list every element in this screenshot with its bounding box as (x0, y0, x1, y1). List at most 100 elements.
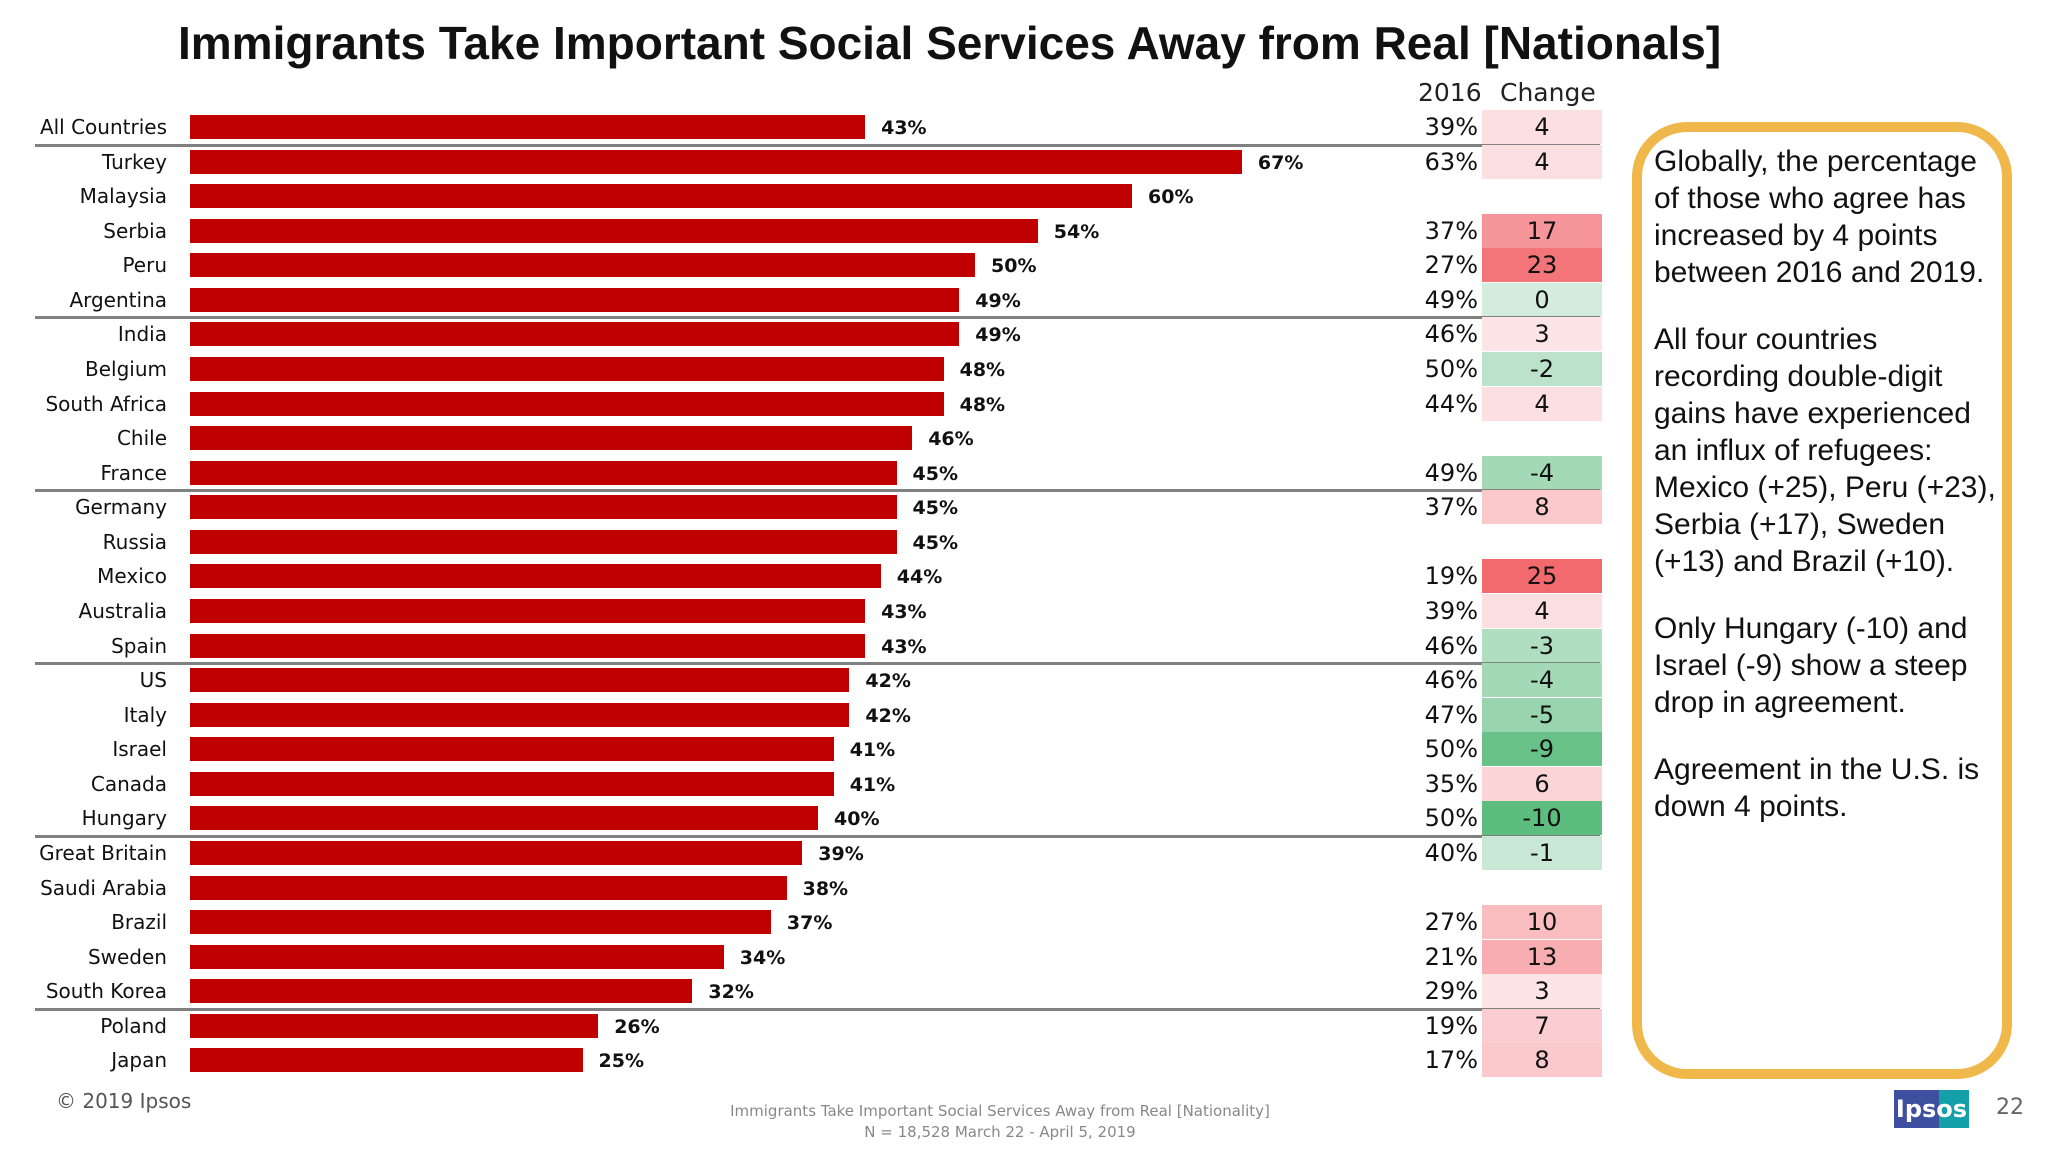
country-label: Russia (102, 529, 167, 554)
bar (190, 598, 866, 623)
bar (190, 529, 897, 554)
footer-title: Immigrants Take Important Social Service… (730, 1102, 1270, 1120)
value-2016: 49% (1424, 285, 1478, 314)
bar-value-label: 50% (991, 255, 1037, 278)
callout-paragraph: Only Hungary (-10) and Israel (-9) show … (1654, 612, 1968, 719)
bar (190, 875, 787, 900)
change-cell: -3 (1482, 628, 1602, 663)
bar-value-label: 41% (849, 739, 896, 762)
bar (190, 149, 1242, 174)
bar-value-label: 42% (865, 670, 911, 693)
country-label: Belgium (85, 356, 167, 381)
group-separator (35, 316, 1600, 320)
country-label: Poland (100, 1013, 167, 1038)
bar-value-label: 38% (802, 877, 849, 900)
bar (190, 391, 944, 416)
value-2016: 17% (1424, 1046, 1478, 1075)
table-row: Chile 46% (0, 421, 1610, 455)
bar-value-label: 49% (975, 289, 1021, 312)
table-row: South Africa 48% 44% 4 (0, 386, 1610, 421)
bar-value-label: 39% (818, 842, 864, 865)
bar (190, 840, 803, 865)
bar (190, 737, 834, 762)
table-row: France 45% 49% -4 (0, 455, 1610, 490)
callout-paragraph: All four countries recording double-digi… (1654, 323, 1996, 578)
table-row: Brazil 37% 27% 10 (0, 905, 1610, 940)
table-row: Belgium 48% 50% -2 (0, 351, 1610, 386)
country-label: Malaysia (79, 184, 167, 209)
country-label: Peru (122, 253, 167, 278)
table-row: Poland 26% 19% 7 (0, 1008, 1610, 1043)
group-separator (35, 834, 1600, 838)
bar-value-label: 45% (912, 497, 958, 520)
table-row: Australia 43% 39% 4 (0, 593, 1610, 628)
country-label: Sweden (87, 944, 167, 969)
change-cell: -9 (1482, 732, 1602, 767)
table-row: Sweden 34% 21% 13 (0, 939, 1610, 974)
change-cell: 4 (1482, 593, 1602, 628)
bar-value-label: 48% (959, 358, 1006, 381)
country-label: Italy (123, 702, 167, 727)
bar-value-label: 44% (896, 566, 943, 589)
table-row: Peru 50% 27% 23 (0, 248, 1610, 283)
table-row: Italy 42% 47% -5 (0, 697, 1610, 732)
copyright: © 2019 Ipsos (56, 1089, 192, 1113)
bar-value-label: 34% (739, 946, 786, 969)
bar (190, 218, 1038, 243)
country-label: India (117, 322, 167, 347)
country-label: Japan (111, 1048, 167, 1073)
table-row: Spain 43% 46% -3 (0, 628, 1610, 663)
bar-value-label: 42% (865, 704, 911, 727)
country-label: All Countries (39, 115, 167, 139)
table-row: Turkey 67% 63% 4 (0, 144, 1610, 179)
table-row: Canada 41% 35% 6 (0, 766, 1610, 801)
bar-value-label: 26% (614, 1015, 660, 1038)
bar-value-label: 43% (881, 635, 927, 658)
footer-sample: N = 18,528 March 22 - April 5, 2019 (864, 1123, 1136, 1141)
callout-paragraph: Agreement in the U.S. is down 4 points. (1654, 753, 1980, 823)
bar-value-label: 49% (975, 324, 1021, 347)
table-row: Germany 45% 37% 8 (0, 490, 1610, 525)
value-2016: 50% (1424, 804, 1478, 833)
change-cell: 0 (1482, 282, 1602, 317)
change-cell: 8 (1482, 490, 1602, 525)
change-cell: 6 (1482, 766, 1602, 801)
bar-value-label: 25% (598, 1050, 644, 1073)
group-separator (35, 662, 1600, 666)
bar (190, 944, 724, 969)
change-cell: 10 (1482, 905, 1602, 940)
table-row: Argentina 49% 49% 0 (0, 282, 1610, 317)
country-label: Brazil (111, 910, 167, 935)
change-cell: 23 (1482, 248, 1602, 283)
country-label: Argentina (69, 287, 167, 312)
value-2016: 50% (1424, 354, 1478, 383)
change-cell: 3 (1482, 317, 1602, 352)
country-label: France (100, 460, 167, 485)
value-2016: 39% (1424, 596, 1478, 625)
value-2016: 46% (1424, 666, 1478, 695)
value-2016: 27% (1424, 251, 1478, 280)
value-2016: 63% (1424, 147, 1478, 176)
bar (190, 253, 975, 278)
table-row: Israel 41% 50% -9 (0, 732, 1610, 767)
country-label: Hungary (81, 806, 167, 831)
change-cell: 8 (1482, 1043, 1602, 1078)
change-cell: -2 (1482, 351, 1602, 386)
page-title: Immigrants Take Important Social Service… (178, 17, 1722, 69)
country-label: South Africa (45, 391, 167, 416)
country-label: Chile (116, 426, 167, 451)
country-label: Great Britain (39, 840, 167, 865)
change-cell: -4 (1482, 663, 1602, 698)
table-row: Japan 25% 17% 8 (0, 1043, 1610, 1078)
value-2016: 19% (1424, 562, 1478, 591)
value-2016: 29% (1424, 977, 1478, 1006)
country-label: Saudi Arabia (40, 875, 167, 900)
group-separator (35, 489, 1600, 493)
value-2016: 37% (1424, 216, 1478, 245)
change-cell: 4 (1482, 144, 1602, 179)
value-2016: 44% (1424, 389, 1478, 418)
bar (190, 115, 866, 139)
bar-value-label: 46% (928, 428, 974, 451)
country-label: South Korea (45, 979, 167, 1004)
country-label: US (139, 668, 167, 693)
